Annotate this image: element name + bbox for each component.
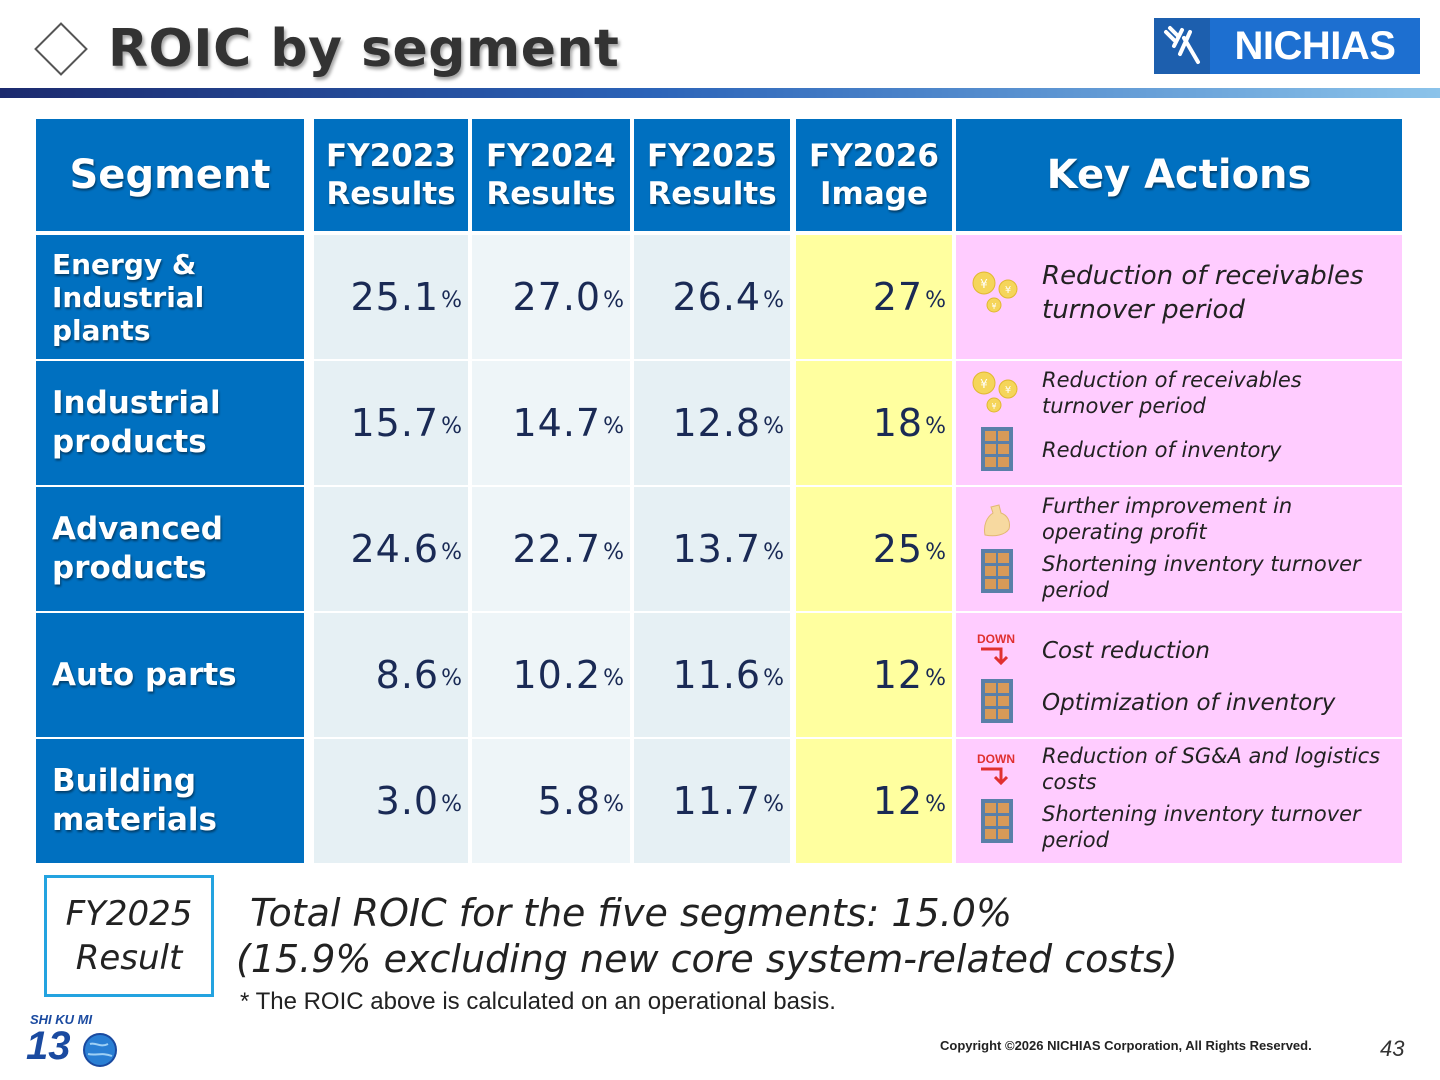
key-actions-cell: DOWN Cost reduction Optimization of inve… <box>956 613 1402 737</box>
value-cell: 24.6% <box>314 487 468 611</box>
key-actions-cell: Further improvement in operating profit … <box>956 487 1402 611</box>
value-cell: 8.6% <box>314 613 468 737</box>
value-cell-target: 12% <box>796 739 952 863</box>
value-cell-target: 27% <box>796 235 952 359</box>
globe-icon <box>83 1033 117 1067</box>
value-cell: 12.8% <box>634 361 790 485</box>
value-cell: 14.7% <box>472 361 630 485</box>
action-text: Further improvement in operating profit <box>1042 494 1293 544</box>
action-text: Reduction of receivables turnover period <box>1042 368 1302 418</box>
operational-basis-note: * The ROIC above is calculated on an ope… <box>240 988 836 1015</box>
segment-advanced-products: Advanced products <box>36 487 304 611</box>
action-text: Optimization of inventory <box>1042 690 1336 716</box>
value-cell: 15.7% <box>314 361 468 485</box>
key-actions-cell: ¥ ¥ ¥ Reduction of receivables turnover … <box>956 235 1402 359</box>
total-roic-text: Total ROIC for the five segments: 15.0% … <box>236 891 1178 981</box>
fy2025-result-box: FY2025 Result <box>44 875 214 997</box>
value-cell: 5.8% <box>472 739 630 863</box>
action-text: Shortening inventory turnover period <box>1042 802 1361 852</box>
shikumi-130-logo: SHI KU MI 13 <box>26 1012 130 1072</box>
header-fy2025: FY2025 Results <box>634 119 790 231</box>
action-text: Shortening inventory turnover period <box>1042 552 1361 602</box>
yen-coins-icon: ¥ ¥ ¥ <box>970 371 1024 413</box>
value-cell: 27.0% <box>472 235 630 359</box>
value-cell: 22.7% <box>472 487 630 611</box>
svg-text:DOWN: DOWN <box>977 752 1015 766</box>
yen-coins-icon: ¥ ¥ ¥ <box>970 271 1024 313</box>
value-cell: 26.4% <box>634 235 790 359</box>
svg-text:DOWN: DOWN <box>977 632 1015 646</box>
value-cell: 3.0% <box>314 739 468 863</box>
key-actions-cell: DOWN Reduction of SG&A and logistics cos… <box>956 739 1402 863</box>
copyright-text: Copyright ©2026 NICHIAS Corporation, All… <box>940 1038 1312 1053</box>
header-fy2024: FY2024 Results <box>472 119 630 231</box>
logo-text: NICHIAS <box>1210 18 1420 74</box>
value-cell-target: 25% <box>796 487 952 611</box>
action-text: Reduction of receivables turnover period <box>1042 261 1364 325</box>
value-cell: 11.6% <box>634 613 790 737</box>
value-cell: 13.7% <box>634 487 790 611</box>
value-cell: 11.7% <box>634 739 790 863</box>
header-key-actions: Key Actions <box>956 119 1402 231</box>
value-cell: 25.1% <box>314 235 468 359</box>
header-rule <box>0 88 1440 98</box>
inventory-shelf-icon <box>970 679 1024 723</box>
svg-text:¥: ¥ <box>1005 385 1011 396</box>
diamond-icon <box>34 22 88 76</box>
inventory-shelf-icon <box>970 799 1024 843</box>
page-header: ROIC by segment <box>30 14 619 84</box>
key-actions-cell: ¥ ¥ ¥ Reduction of receivables turnover … <box>956 361 1402 485</box>
down-arrow-icon: DOWN <box>970 751 1024 791</box>
segment-auto-parts: Auto parts <box>36 613 304 737</box>
value-cell-target: 18% <box>796 361 952 485</box>
segment-industrial-products: Industrial products <box>36 361 304 485</box>
header-fy2026: FY2026 Image <box>796 119 952 231</box>
action-text: Reduction of inventory <box>1042 438 1282 462</box>
action-text: Reduction of SG&A and logistics costs <box>1042 744 1381 794</box>
svg-text:¥: ¥ <box>980 377 988 391</box>
svg-text:¥: ¥ <box>991 402 996 411</box>
segment-building-materials: Building materials <box>36 739 304 863</box>
segment-energy: Energy & Industrial plants <box>36 235 304 359</box>
header-fy2023: FY2023 Results <box>314 119 468 231</box>
nichias-mark-icon <box>1154 18 1210 74</box>
down-arrow-icon: DOWN <box>970 631 1024 671</box>
action-text: Cost reduction <box>1042 638 1210 664</box>
nichias-logo: NICHIAS <box>1154 18 1420 74</box>
page-number: 43 <box>1380 1036 1405 1061</box>
inventory-shelf-icon <box>970 549 1024 593</box>
value-cell: 10.2% <box>472 613 630 737</box>
svg-text:¥: ¥ <box>1005 285 1011 296</box>
svg-text:¥: ¥ <box>991 302 996 311</box>
page-title: ROIC by segment <box>108 19 620 79</box>
value-cell-target: 12% <box>796 613 952 737</box>
muscle-arm-icon <box>970 501 1024 541</box>
header-segment: Segment <box>36 119 304 231</box>
inventory-shelf-icon <box>970 427 1024 471</box>
svg-text:¥: ¥ <box>980 277 988 291</box>
